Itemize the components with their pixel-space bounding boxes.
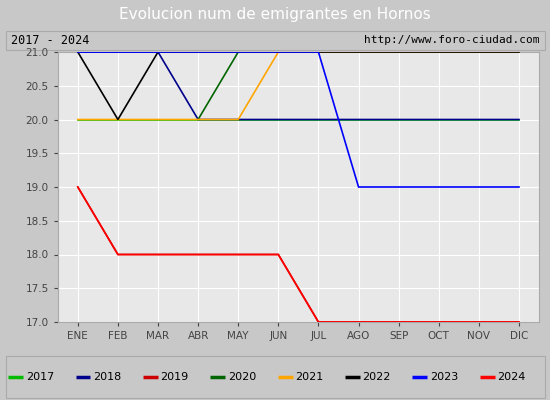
Text: http://www.foro-ciudad.com: http://www.foro-ciudad.com: [364, 35, 539, 45]
Text: 2022: 2022: [362, 372, 391, 382]
Text: 2017 - 2024: 2017 - 2024: [11, 34, 89, 47]
Text: Evolucion num de emigrantes en Hornos: Evolucion num de emigrantes en Hornos: [119, 8, 431, 22]
Text: 2018: 2018: [93, 372, 122, 382]
Text: 2017: 2017: [26, 372, 54, 382]
Text: 2021: 2021: [295, 372, 323, 382]
Text: 2019: 2019: [161, 372, 189, 382]
Text: 2023: 2023: [430, 372, 458, 382]
Text: 2024: 2024: [497, 372, 526, 382]
Text: 2020: 2020: [228, 372, 256, 382]
